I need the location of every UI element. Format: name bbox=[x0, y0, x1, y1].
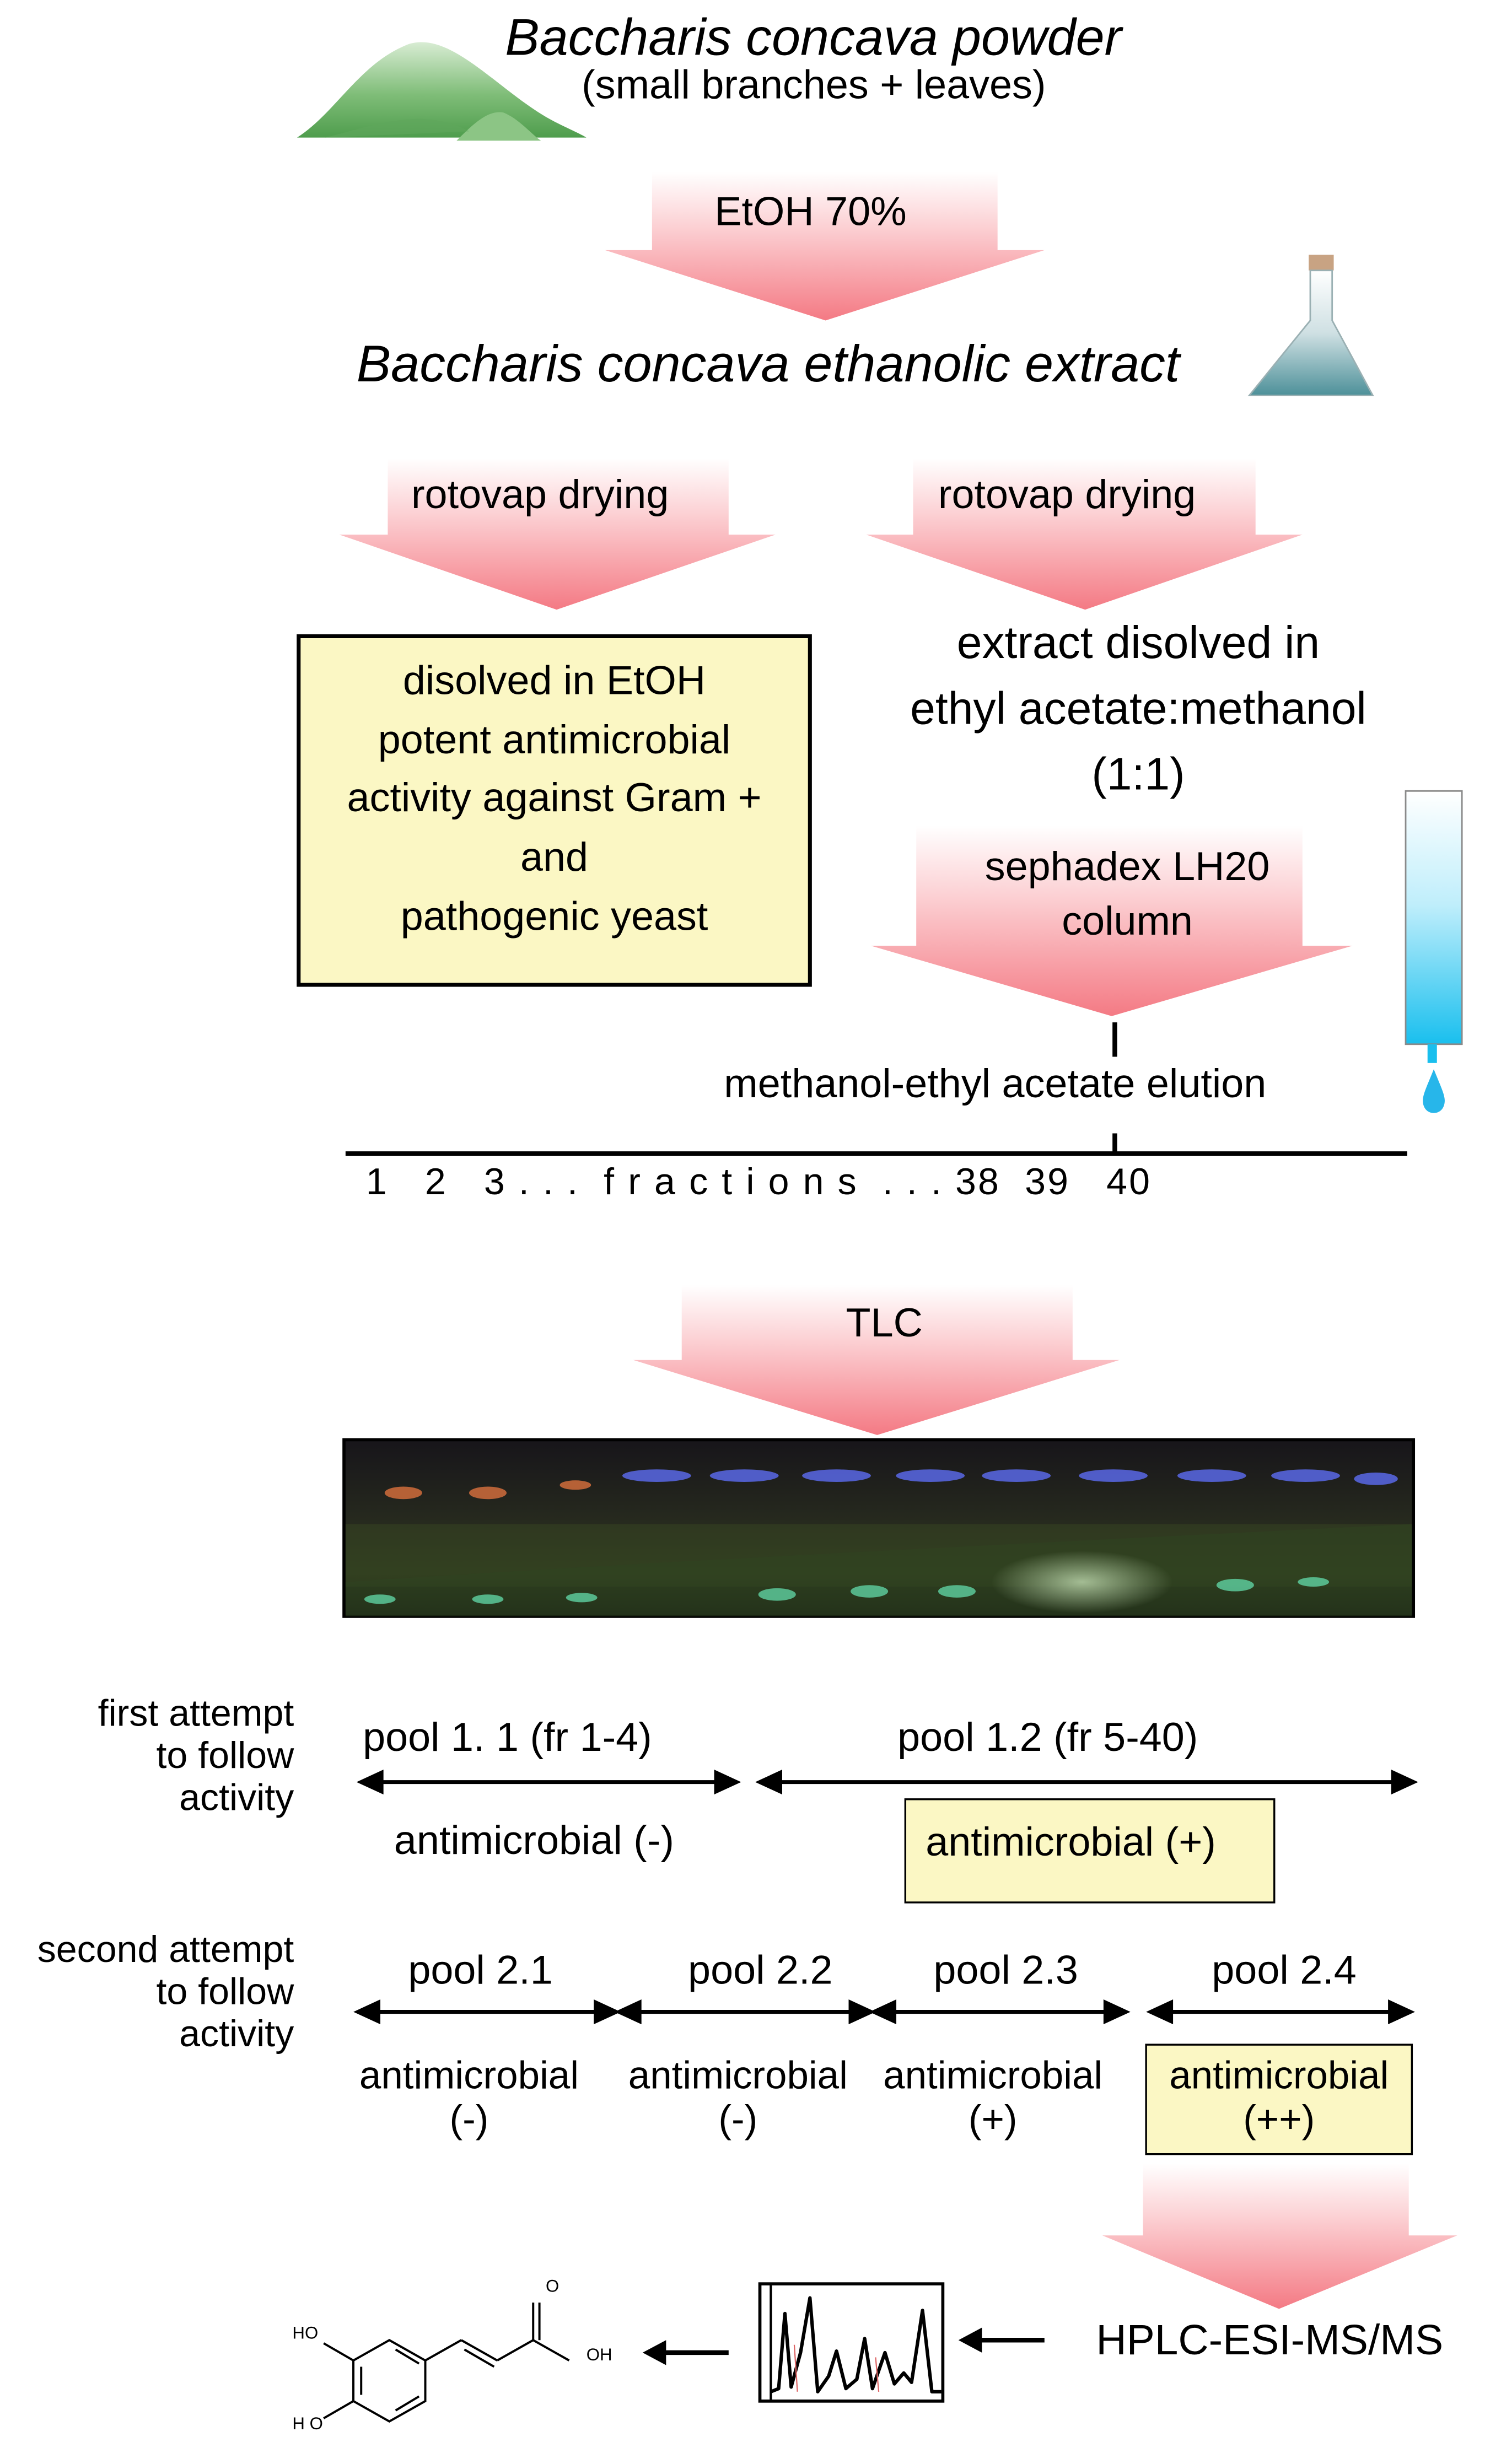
sephadex-arrow bbox=[870, 825, 1353, 1016]
first-attempt-line-3: activity bbox=[179, 1777, 294, 1819]
rotovap-arrow-right bbox=[866, 458, 1303, 610]
pool-1-1-range-arrow bbox=[356, 1770, 741, 1795]
etoh-label: EtOH 70% bbox=[714, 187, 907, 235]
chromatogram-to-molecule-arrow bbox=[642, 2340, 729, 2365]
extract-label: Baccharis concava ethanolic extract bbox=[356, 335, 1180, 392]
pool-2-3-result: antimicrobial (+) bbox=[871, 2054, 1115, 2142]
pool-1-2-range-arrow bbox=[755, 1770, 1418, 1795]
pool-2-4-range-arrow bbox=[1146, 1999, 1415, 2025]
pool-1-1-name: pool 1. 1 (fr 1-4) bbox=[363, 1713, 652, 1760]
sephadex-line-1: sephadex LH20 bbox=[984, 842, 1270, 889]
pool-2-4-result-line-2: (++) bbox=[1243, 2097, 1315, 2141]
pool-2-1-result: antimicrobial (-) bbox=[347, 2054, 591, 2142]
pool-2-4-result: antimicrobial (++) bbox=[1151, 2054, 1407, 2142]
box-line-5: pathogenic yeast bbox=[400, 892, 708, 940]
sephadex-line-2: column bbox=[1062, 897, 1193, 945]
pool-2-2-result-line-2: (-) bbox=[718, 2097, 758, 2141]
pool-1-1-result: antimicrobial (-) bbox=[394, 1816, 674, 1864]
page-subtitle: (small branches + leaves) bbox=[582, 61, 1046, 108]
powder-mound-icon bbox=[297, 42, 587, 141]
pool-1-2-highlight bbox=[904, 1798, 1276, 1904]
pool-2-3-result-line-1: antimicrobial bbox=[883, 2054, 1103, 2098]
rotovap-label-right: rotovap drying bbox=[938, 470, 1196, 517]
pool-2-4-name: pool 2.4 bbox=[1212, 1946, 1357, 1993]
antimicrobial-box-text: disolved in EtOH potent antimicrobial ac… bbox=[302, 652, 806, 947]
hplc-to-chromatogram-arrow bbox=[958, 2327, 1045, 2353]
second-attempt-line-3: activity bbox=[179, 2013, 294, 2056]
pool-2-2-result-line-1: antimicrobial bbox=[628, 2054, 848, 2098]
first-attempt-line-2: to follow bbox=[156, 1735, 294, 1777]
pool-2-1-name: pool 2.1 bbox=[408, 1946, 553, 1993]
molecule-oh: OH bbox=[586, 2346, 612, 2365]
second-attempt-line-2: to follow bbox=[156, 1971, 294, 2014]
tlc-label: TLC bbox=[846, 1299, 923, 1346]
pool-1-2-name: pool 1.2 (fr 5-40) bbox=[897, 1713, 1198, 1760]
box-line-4: and bbox=[520, 833, 589, 881]
molecule-o: O bbox=[545, 2277, 559, 2296]
pool-2-3-range-arrow bbox=[869, 1999, 1131, 2025]
page-title: Baccharis concava powder bbox=[505, 8, 1122, 66]
etoh-arrow bbox=[605, 172, 1045, 321]
chromatography-column-icon bbox=[1405, 790, 1463, 1113]
sephadex-label: sephadex LH20 column bbox=[923, 839, 1332, 949]
caffeic-acid-structure bbox=[323, 2303, 570, 2423]
box-line-3: activity against Gram + bbox=[347, 774, 762, 822]
flask-icon bbox=[1247, 255, 1374, 397]
molecule-ho-bottom: H O bbox=[292, 2415, 323, 2434]
pool-2-4-result-line-1: antimicrobial bbox=[1169, 2054, 1389, 2098]
dissolved-line-2: ethyl acetate:methanol bbox=[910, 684, 1366, 735]
tlc-arrow bbox=[633, 1285, 1120, 1435]
dissolved-extract-text: extract disolved in ethyl acetate:methan… bbox=[852, 611, 1424, 808]
box-line-1: disolved in EtOH bbox=[402, 656, 706, 704]
pool-1-2-result: antimicrobial (+) bbox=[926, 1818, 1216, 1865]
box-line-2: potent antimicrobial bbox=[378, 715, 731, 763]
second-attempt-label: second attempt to follow activity bbox=[37, 1929, 294, 2057]
elution-label: methanol-ethyl acetate elution bbox=[724, 1060, 1267, 1107]
fractions-axis-labels: 1 2 3 . . . f r a c t i o n s . . . 38 3… bbox=[365, 1161, 1152, 1204]
pool-2-2-name: pool 2.2 bbox=[688, 1946, 833, 1993]
pool-2-4-highlight bbox=[1145, 2044, 1413, 2155]
hplc-arrow bbox=[1102, 2163, 1457, 2309]
pool-2-3-result-line-2: (+) bbox=[968, 2097, 1018, 2141]
hplc-label: HPLC-ESI-MS/MS bbox=[1096, 2316, 1444, 2364]
first-attempt-line-1: first attempt bbox=[98, 1692, 294, 1735]
dissolved-line-3: (1:1) bbox=[1091, 750, 1185, 801]
rotovap-arrow-left bbox=[339, 458, 776, 610]
pool-2-1-result-line-1: antimicrobial bbox=[359, 2054, 579, 2098]
antimicrobial-result-box bbox=[297, 634, 812, 987]
pool-2-2-result: antimicrobial (-) bbox=[616, 2054, 860, 2142]
molecule-ho-top: HO bbox=[292, 2324, 319, 2343]
pool-2-1-result-line-2: (-) bbox=[449, 2097, 489, 2141]
first-attempt-label: first attempt to follow activity bbox=[98, 1692, 294, 1821]
pool-2-3-name: pool 2.3 bbox=[933, 1946, 1078, 1993]
pool-2-2-range-arrow bbox=[614, 1999, 876, 2025]
second-attempt-line-1: second attempt bbox=[37, 1929, 294, 1971]
tlc-plate-image bbox=[342, 1438, 1416, 1618]
rotovap-label-left: rotovap drying bbox=[411, 470, 669, 517]
chromatogram-icon bbox=[758, 2282, 945, 2403]
dissolved-line-1: extract disolved in bbox=[956, 619, 1320, 670]
pool-2-1-range-arrow bbox=[353, 1999, 621, 2025]
